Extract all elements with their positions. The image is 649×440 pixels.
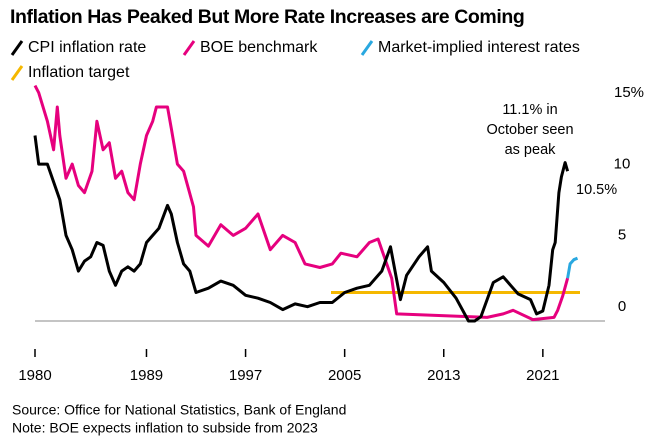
legend-label: CPI inflation rate [28,39,146,56]
source-note: Source: Office for National Statistics, … [12,402,346,418]
y-tick-label: 15% [614,84,644,101]
legend-label: Market-implied interest rates [378,39,580,56]
y-tick-label: 0 [618,298,626,315]
legend-swatch [10,40,24,56]
annotation: October seen [486,122,573,138]
series-line [33,135,570,323]
annotation: 11.1% in [502,102,557,118]
legend-swatch [182,40,196,56]
x-tick-label: 2021 [526,367,559,384]
y-tick-label: 5 [618,227,626,244]
source-note: Note: BOE expects inflation to subside f… [12,420,318,436]
legend-swatch [10,65,24,81]
y-tick-label: 10 [614,155,631,172]
legend-swatch [360,40,374,56]
x-tick-label: 1997 [229,367,262,384]
series-line [33,84,570,322]
x-tick-label: 1989 [130,367,163,384]
series-line [566,256,579,279]
x-tick-label: 2005 [328,367,361,384]
annotation: 10.5% [576,182,617,198]
chart-title: Inflation Has Peaked But More Rate Incre… [10,6,524,28]
x-tick-label: 2013 [427,367,460,384]
x-tick-label: 1980 [18,367,51,384]
legend-label: BOE benchmark [200,39,318,56]
legend-label: Inflation target [28,64,130,81]
annotation: as peak [505,142,557,158]
